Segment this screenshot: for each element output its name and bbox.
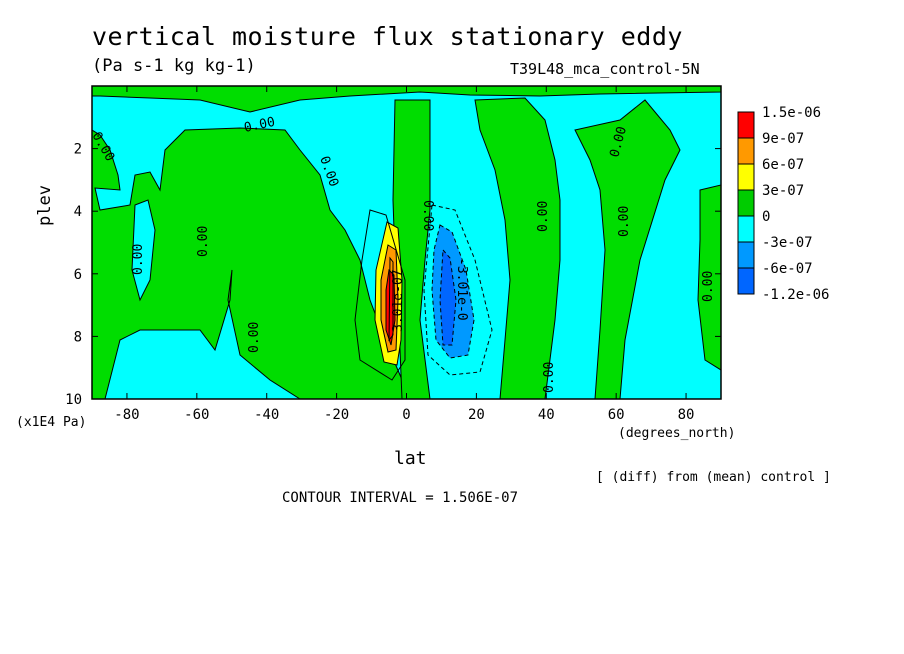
colorbar-swatch	[737, 267, 755, 295]
colorbar-label: 9e-07	[762, 131, 804, 147]
y-axis: 2 4 6 8 10	[65, 142, 721, 408]
colorbar-label: 0	[762, 209, 770, 225]
field-cyan-left-notch	[131, 199, 156, 302]
contour-label: 0.00	[243, 115, 277, 136]
colorbar-label: 1.5e-06	[762, 105, 821, 121]
field-green-top	[92, 86, 721, 113]
contour-label: 0.00	[131, 244, 146, 275]
x-tick-label: 40	[538, 407, 555, 423]
contour-label: -3.01e-0	[454, 258, 469, 321]
field-green-right-2	[574, 99, 681, 399]
colorbar-label: 3e-07	[762, 183, 804, 199]
x-axis-label: lat	[394, 448, 427, 469]
field-green-right-3	[697, 184, 721, 371]
contour-label: 0.00	[420, 200, 435, 231]
x-tick-label: 0	[402, 407, 410, 423]
contour-label: 0.00	[247, 322, 262, 353]
x-axis-units: (degrees_north)	[618, 426, 736, 441]
colorbar-swatch	[737, 137, 755, 165]
chart-title: vertical moisture flux stationary eddy	[92, 22, 683, 51]
x-tick-label: 80	[678, 407, 695, 423]
y-tick-label: 6	[74, 267, 82, 283]
contour-label: 0.00	[542, 362, 557, 393]
colorbar-swatch	[737, 111, 755, 139]
field-green-right-1	[474, 97, 561, 399]
contour-label: 0.00	[536, 201, 551, 232]
colorbar-label: -6e-07	[762, 261, 813, 277]
colorbar-swatch	[737, 215, 755, 243]
contour-label: 0.00	[617, 206, 632, 237]
negative-contour-lines	[423, 204, 493, 376]
y-tick-label: 4	[74, 204, 82, 220]
field-darkblue-lobe	[439, 248, 457, 346]
run-label: T39L48_mca_control-5N	[510, 60, 700, 78]
y-tick-label: 8	[74, 329, 82, 345]
colorbar-label: -3e-07	[762, 235, 813, 251]
x-tick-label: -80	[114, 407, 139, 423]
colorbar-label: -1.2e-06	[762, 287, 829, 303]
positive-contour-lines	[354, 209, 406, 381]
colorbar: 1.5e-06 9e-07 6e-07 3e-07 0 -3e-07 -6e-07 -1.2e…	[737, 105, 829, 303]
plot-area: 0.00 0.00 0.00 0.00 0.00 0.00 0.00 3.01e…	[92, 86, 721, 399]
chart-units: (Pa s-1 kg kg-1)	[92, 56, 256, 76]
colorbar-label: 6e-07	[762, 157, 804, 173]
y-axis-units: (x1E4 Pa)	[16, 415, 87, 430]
contour-interval: CONTOUR INTERVAL = 1.506E-07	[282, 490, 519, 506]
contour-label: 0.00	[196, 226, 211, 257]
field-green-left	[92, 127, 411, 399]
y-axis-label: plev	[35, 185, 55, 226]
contour-label: 0.00	[701, 271, 716, 302]
y-tick-label: 2	[74, 142, 82, 158]
colorbar-swatch	[737, 163, 755, 191]
x-axis: -80 -60 -40 -20 0 20 40 60 80	[114, 86, 694, 423]
x-tick-label: 60	[608, 407, 625, 423]
diff-note: [ (diff) from (mean) control ]	[596, 470, 831, 485]
x-tick-label: 20	[468, 407, 485, 423]
y-tick-label: 10	[65, 392, 82, 408]
x-tick-label: -20	[324, 407, 349, 423]
x-tick-label: -60	[184, 407, 209, 423]
colorbar-swatch	[737, 189, 755, 217]
colorbar-swatch	[737, 241, 755, 269]
contour-label: 3.01e-07	[391, 269, 406, 332]
x-tick-label: -40	[254, 407, 279, 423]
